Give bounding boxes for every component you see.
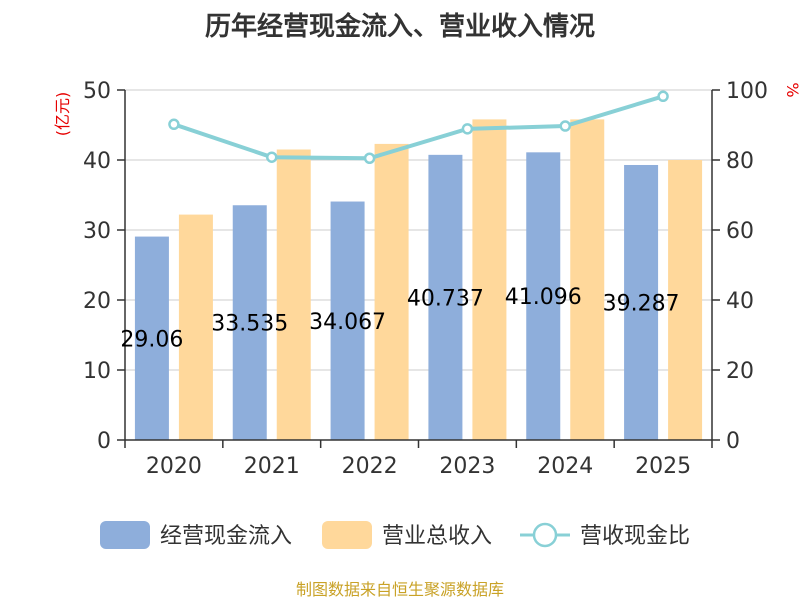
left-tick-label: 40 [83,149,111,174]
bar-cash-inflow [330,201,365,440]
data-label: 33.535 [211,312,288,337]
chart-title: 历年经营现金流入、营业收入情况 [205,11,595,42]
right-tick-label: 0 [726,429,740,454]
line-series [168,90,669,164]
line-point [559,120,571,132]
right-tick-label: 60 [726,219,754,244]
source-note: 制图数据来自恒生聚源数据库 [296,580,504,599]
legend-label: 营业总收入 [382,524,492,549]
bar-cash-inflow [134,236,169,440]
bar-revenue [570,119,605,441]
legend-swatch-cash-inflow [100,521,150,549]
bar-cash-inflow [526,152,561,440]
legend-swatch-marker [532,522,558,548]
bar-revenue [374,143,409,440]
bars [134,119,703,441]
x-tick-label: 2025 [635,454,691,479]
right-axis-unit: % [783,82,800,97]
line-point [657,90,669,103]
left-tick-label: 20 [83,289,111,314]
line-point [363,152,376,164]
line-path [173,94,664,161]
line-point [266,151,278,163]
legend: 经营现金流入 营业总收入 营收现金比 [100,521,690,549]
legend-swatch-revenue [322,521,372,549]
left-axis-unit: (亿元) [53,92,72,137]
legend-label: 经营现金流入 [160,524,292,549]
bar-cash-inflow [232,205,267,440]
left-tick-label: 30 [83,219,111,244]
bar-revenue [276,149,311,440]
line-point [168,118,180,131]
data-label: 29.06 [120,327,183,352]
legend-label: 营收现金比 [580,524,690,549]
x-tick-label: 2023 [439,454,495,479]
grid [125,89,712,371]
x-tick-label: 2022 [342,454,398,479]
bar-revenue [668,160,703,440]
data-label: 34.067 [309,310,386,335]
x-tick-label: 2024 [537,454,593,479]
bar-cash-inflow [624,164,659,440]
data-label: 40.737 [407,286,484,311]
bar-revenue [472,119,507,441]
line-point [461,123,474,135]
right-tick-label: 80 [726,149,754,174]
axes: 0 10 20 30 40 50 0 20 40 60 80 100 2020 2021 2022 2023 2… [83,79,768,479]
right-tick-label: 40 [726,289,754,314]
left-tick-label: 50 [83,79,111,104]
left-tick-label: 0 [97,429,111,454]
data-label: 41.096 [505,285,582,310]
data-label: 39.287 [603,291,680,316]
right-tick-label: 20 [726,359,754,384]
x-tick-label: 2021 [244,454,300,479]
bar-cash-inflow [428,154,463,440]
right-tick-label: 100 [726,79,768,104]
data-labels: 29.06 33.535 34.067 40.737 41.096 39.287 [120,285,679,352]
bar-revenue [178,214,213,440]
left-tick-label: 10 [83,359,111,384]
x-tick-label: 2020 [146,454,202,479]
